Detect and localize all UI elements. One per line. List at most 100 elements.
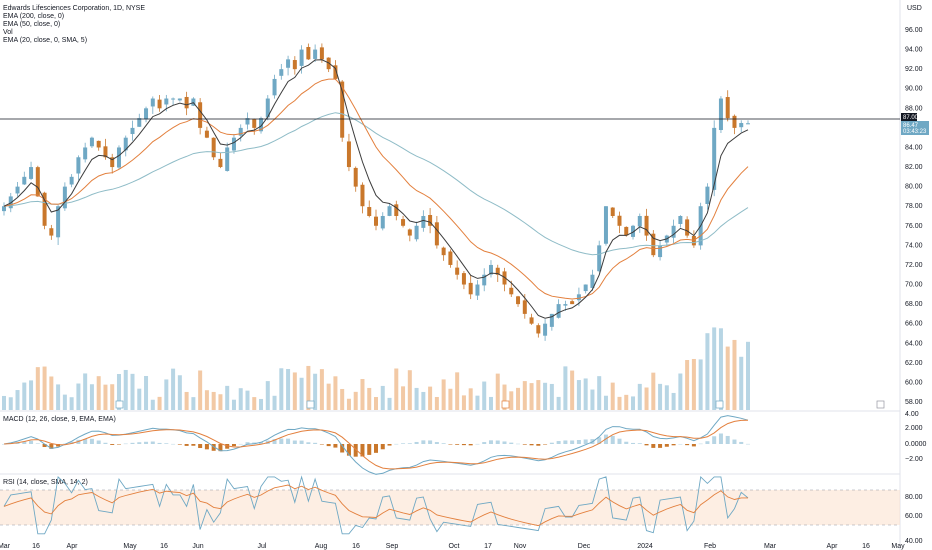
candle-body — [576, 294, 581, 301]
candle-body — [204, 130, 209, 138]
macd-histogram-bar — [387, 444, 392, 446]
ema20-line — [3, 59, 749, 319]
volume-bar — [265, 381, 270, 410]
candle-body — [69, 176, 74, 185]
candle-body — [746, 123, 750, 125]
candle-body — [83, 147, 88, 160]
candle-body — [407, 229, 412, 236]
y-tick-label: 84.00 — [905, 144, 923, 151]
candle-body — [306, 46, 311, 60]
candle-body — [15, 186, 20, 194]
candle-body — [401, 219, 406, 226]
volume-bar — [678, 373, 683, 410]
macd-histogram-bar — [529, 444, 534, 446]
time-axis[interactable]: Mar 16 Apr May 16 Jun Jul Aug 16 Sep Oct 17 Nov Dec 20… — [0, 543, 905, 550]
volume-bar — [461, 395, 466, 410]
volume-bar — [556, 396, 561, 410]
volume-bar — [434, 396, 439, 410]
candle-body — [225, 147, 230, 171]
macd-histogram-bar — [725, 435, 730, 444]
volume-bar — [543, 382, 548, 410]
candle-body — [441, 247, 446, 256]
volume-bar — [691, 358, 696, 410]
macd-histogram-bar — [346, 444, 351, 456]
volume-bar — [238, 388, 243, 410]
candle-body — [231, 137, 236, 151]
candle-body — [2, 206, 6, 212]
macd-histogram-bar — [231, 444, 236, 447]
volume-legend: Vol — [3, 29, 13, 36]
volume-bar — [123, 369, 128, 410]
currency-label: USD — [907, 5, 922, 12]
candle-body — [360, 184, 365, 207]
candle-body — [319, 47, 324, 60]
macd-histogram-bar — [272, 439, 277, 444]
candle-body — [110, 157, 115, 168]
volume-bar — [292, 372, 297, 410]
earnings-icon[interactable] — [876, 400, 885, 409]
candle-body — [340, 81, 345, 138]
x-tick-label: Sep — [386, 543, 399, 550]
volume-bar — [306, 365, 311, 410]
volume-bar — [712, 327, 717, 410]
candle-body — [658, 245, 663, 258]
macd-tick-label: 0.0000 — [905, 441, 927, 448]
candle-body — [651, 233, 656, 256]
candle-body — [516, 296, 521, 305]
y-tick-label: 90.00 — [905, 86, 923, 93]
candle-body — [455, 267, 460, 275]
volume-bar — [144, 375, 149, 410]
candle-body — [590, 274, 595, 288]
candle-body — [631, 225, 636, 237]
volume-bar — [475, 395, 480, 410]
ema200-legend: EMA (200, close, 0) — [3, 13, 64, 20]
candle-body — [563, 304, 568, 306]
candle-body — [130, 127, 135, 135]
macd-histogram-bar — [299, 440, 304, 444]
candle-body — [164, 98, 169, 105]
macd-histogram-bar — [218, 444, 223, 452]
x-tick-label: Dec — [578, 543, 591, 550]
candle-body — [739, 123, 744, 128]
volume-bar — [150, 399, 155, 410]
price-axis[interactable]: 58.00 60.00 62.00 64.00 66.00 68.00 70.00 72.00… — [905, 27, 927, 545]
macd-histogram-bar — [685, 444, 690, 446]
volume-bar — [522, 381, 527, 410]
volume-bar — [35, 367, 40, 410]
volume-bar — [624, 394, 629, 410]
candle-body — [509, 287, 514, 295]
macd-histogram-bar — [367, 444, 372, 455]
volume-bar — [184, 391, 189, 410]
volume-bar — [252, 397, 257, 410]
level-badge-text: 87.00 — [903, 115, 919, 121]
earnings-icon[interactable] — [501, 400, 510, 409]
y-tick-label: 78.00 — [905, 203, 923, 210]
volume-bar — [529, 383, 534, 410]
countdown-text: 03:43:23 — [903, 129, 927, 135]
candle-body — [42, 192, 47, 226]
macd-histogram-bar — [455, 444, 460, 445]
volume-bar — [658, 383, 663, 410]
macd-histogram-bar — [380, 444, 385, 450]
macd-histogram-bar — [475, 443, 480, 445]
earnings-icon[interactable] — [115, 400, 124, 409]
earnings-icon[interactable] — [715, 400, 724, 409]
earnings-icon[interactable] — [306, 400, 315, 409]
macd-histogram-bar — [130, 442, 135, 444]
candle-body — [198, 102, 203, 128]
earnings-markers[interactable] — [115, 400, 885, 409]
rsi-tick-label: 40.00 — [905, 538, 923, 545]
candle-body — [718, 98, 723, 131]
macd-histogram-bar — [171, 443, 176, 445]
ema200-line — [3, 112, 749, 256]
x-tick-label: 17 — [484, 543, 492, 550]
candle-body — [421, 216, 426, 228]
macd-histogram-bar — [103, 442, 108, 444]
rsi-pane — [0, 475, 900, 535]
x-tick-label: 16 — [160, 543, 168, 550]
y-tick-label: 58.00 — [905, 399, 923, 406]
volume-bar — [637, 383, 642, 410]
macd-histogram-bar — [502, 441, 507, 444]
volume-bar — [76, 383, 81, 410]
